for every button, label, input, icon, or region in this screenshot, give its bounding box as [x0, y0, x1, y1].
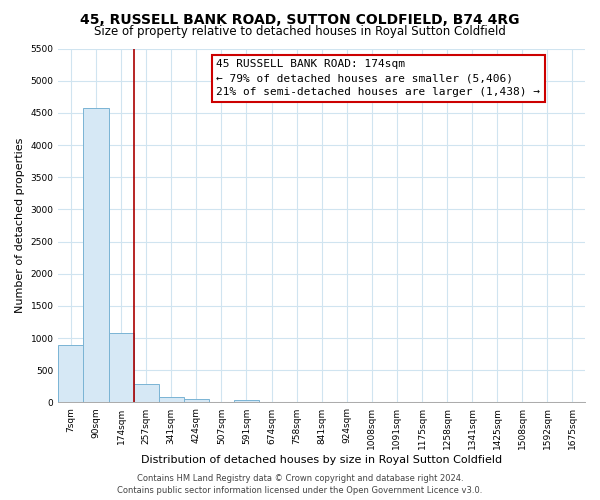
Bar: [134, 384, 159, 402]
Bar: [159, 398, 184, 402]
Bar: [58, 344, 83, 403]
Bar: [83, 108, 109, 403]
Text: Size of property relative to detached houses in Royal Sutton Coldfield: Size of property relative to detached ho…: [94, 25, 506, 38]
Y-axis label: Number of detached properties: Number of detached properties: [15, 138, 25, 313]
Text: 45 RUSSELL BANK ROAD: 174sqm
← 79% of detached houses are smaller (5,406)
21% of: 45 RUSSELL BANK ROAD: 174sqm ← 79% of de…: [217, 59, 541, 97]
X-axis label: Distribution of detached houses by size in Royal Sutton Coldfield: Distribution of detached houses by size …: [141, 455, 502, 465]
Bar: [234, 400, 259, 402]
Text: Contains HM Land Registry data © Crown copyright and database right 2024.
Contai: Contains HM Land Registry data © Crown c…: [118, 474, 482, 495]
Text: 45, RUSSELL BANK ROAD, SUTTON COLDFIELD, B74 4RG: 45, RUSSELL BANK ROAD, SUTTON COLDFIELD,…: [80, 12, 520, 26]
Bar: [184, 399, 209, 402]
Bar: [109, 333, 134, 402]
